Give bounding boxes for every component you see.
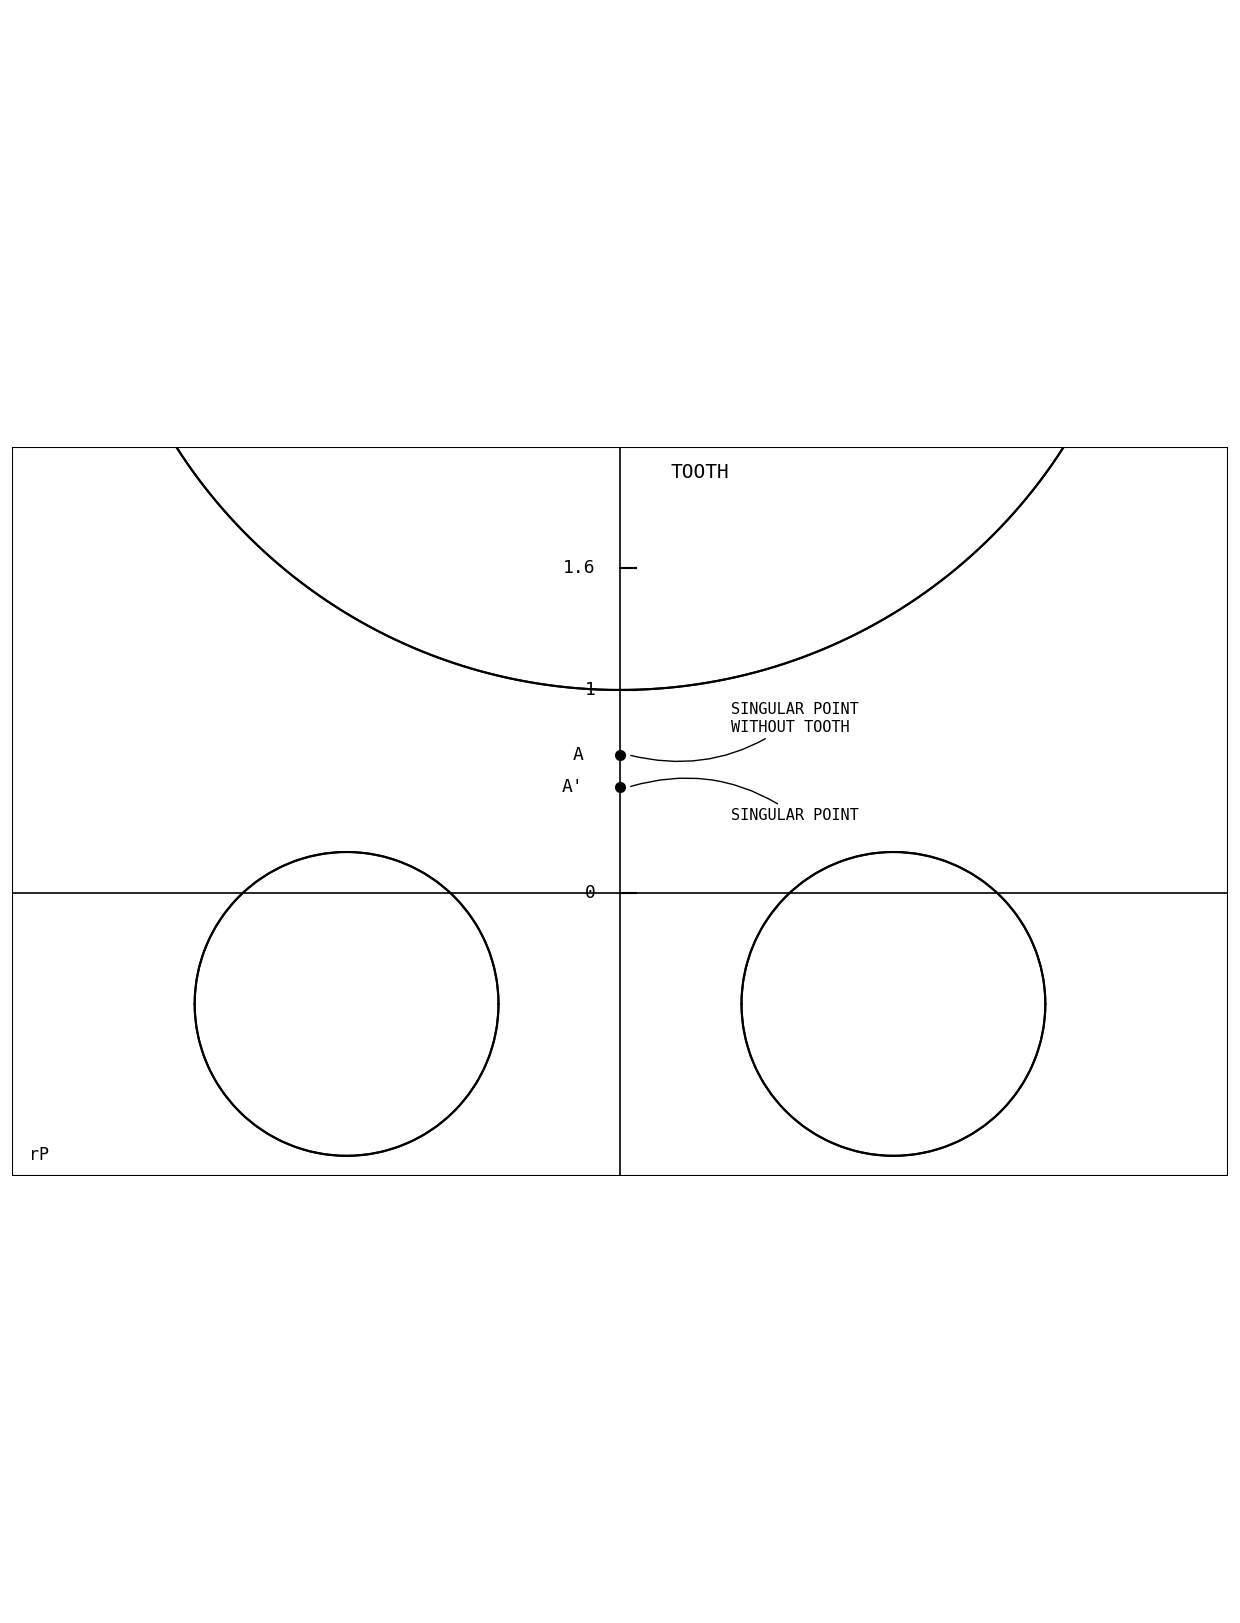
Text: 1: 1 [585,682,595,700]
Text: rP: rP [29,1146,48,1164]
Circle shape [746,857,1040,1151]
Text: SINGULAR POINT
WITHOUT TOOTH: SINGULAR POINT WITHOUT TOOTH [631,703,859,761]
Text: A: A [573,747,584,764]
Text: 0: 0 [585,883,595,901]
Text: A': A' [562,777,584,797]
Text: 1.6: 1.6 [563,560,595,578]
Circle shape [200,857,494,1151]
Circle shape [109,0,1131,674]
Text: TOOTH: TOOTH [671,463,729,482]
Text: SINGULAR POINT: SINGULAR POINT [631,777,859,823]
